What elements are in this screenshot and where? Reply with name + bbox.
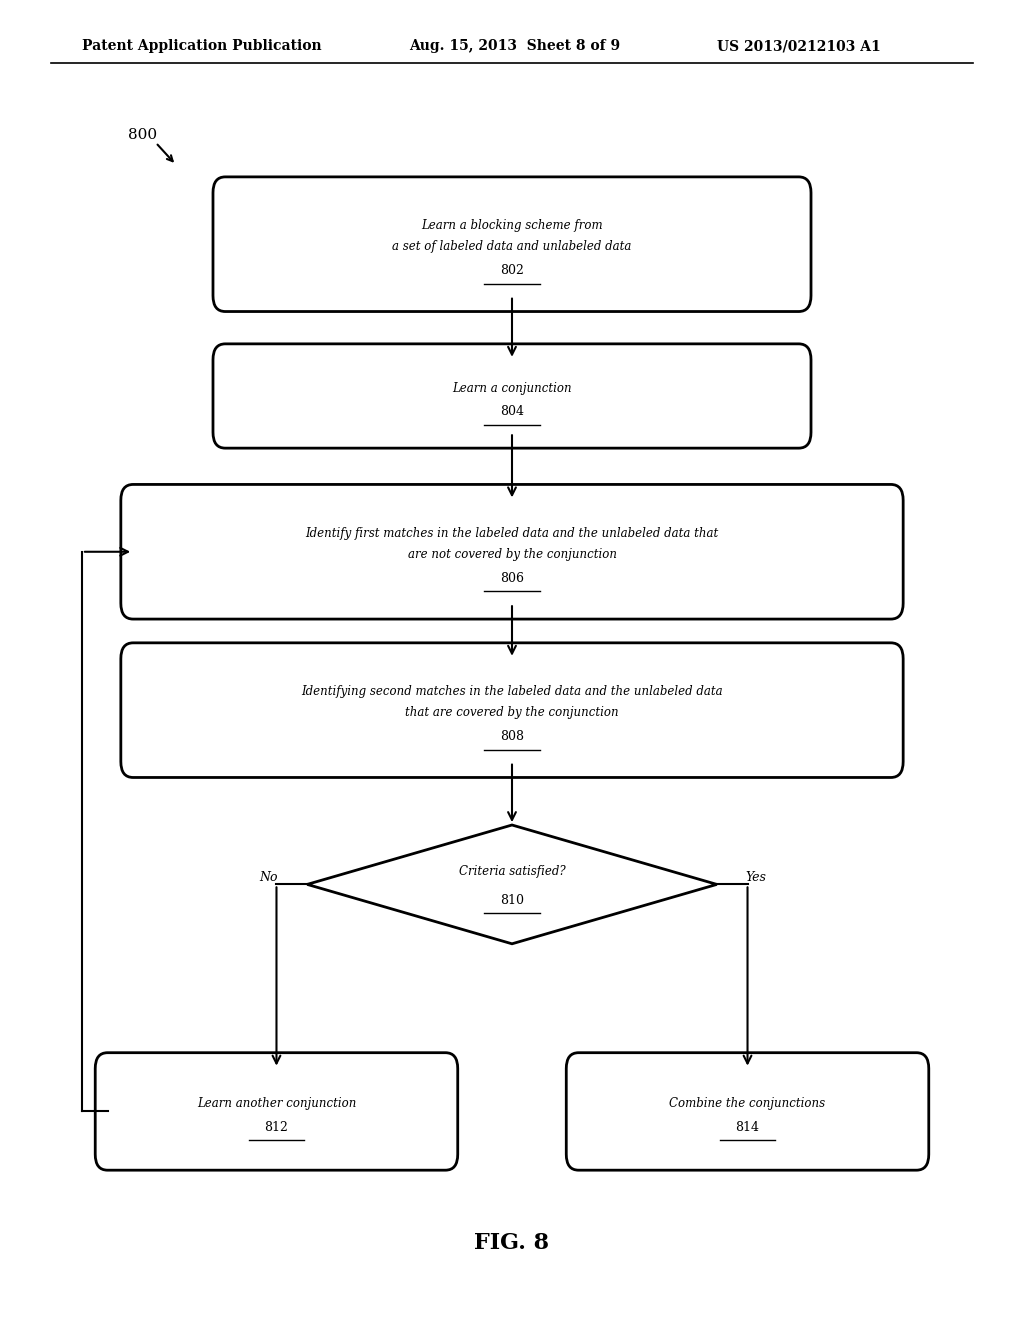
Text: 814: 814 [735,1121,760,1134]
Text: US 2013/0212103 A1: US 2013/0212103 A1 [717,40,881,53]
Text: Yes: Yes [745,871,766,884]
Text: Aug. 15, 2013  Sheet 8 of 9: Aug. 15, 2013 Sheet 8 of 9 [410,40,621,53]
Text: FIG. 8: FIG. 8 [474,1233,550,1254]
Text: 812: 812 [264,1121,289,1134]
FancyBboxPatch shape [566,1053,929,1171]
Text: Combine the conjunctions: Combine the conjunctions [670,1097,825,1110]
Text: 804: 804 [500,405,524,418]
Polygon shape [307,825,717,944]
Text: are not covered by the conjunction: are not covered by the conjunction [408,548,616,561]
Text: Identify first matches in the labeled data and the unlabeled data that: Identify first matches in the labeled da… [305,527,719,540]
Text: 806: 806 [500,572,524,585]
Text: Identifying second matches in the labeled data and the unlabeled data: Identifying second matches in the labele… [301,685,723,698]
Text: Learn a blocking scheme from: Learn a blocking scheme from [421,219,603,232]
FancyBboxPatch shape [213,345,811,449]
FancyBboxPatch shape [213,177,811,312]
FancyBboxPatch shape [121,643,903,777]
Text: Learn another conjunction: Learn another conjunction [197,1097,356,1110]
Text: 810: 810 [500,894,524,907]
Text: a set of labeled data and unlabeled data: a set of labeled data and unlabeled data [392,240,632,253]
FancyBboxPatch shape [95,1053,458,1171]
Text: 800: 800 [128,128,157,141]
Text: No: No [259,871,278,884]
Text: Patent Application Publication: Patent Application Publication [82,40,322,53]
Text: that are covered by the conjunction: that are covered by the conjunction [406,706,618,719]
Text: 802: 802 [500,264,524,277]
Text: Criteria satisfied?: Criteria satisfied? [459,865,565,878]
Text: 808: 808 [500,730,524,743]
Text: Learn a conjunction: Learn a conjunction [453,381,571,395]
FancyBboxPatch shape [121,484,903,619]
